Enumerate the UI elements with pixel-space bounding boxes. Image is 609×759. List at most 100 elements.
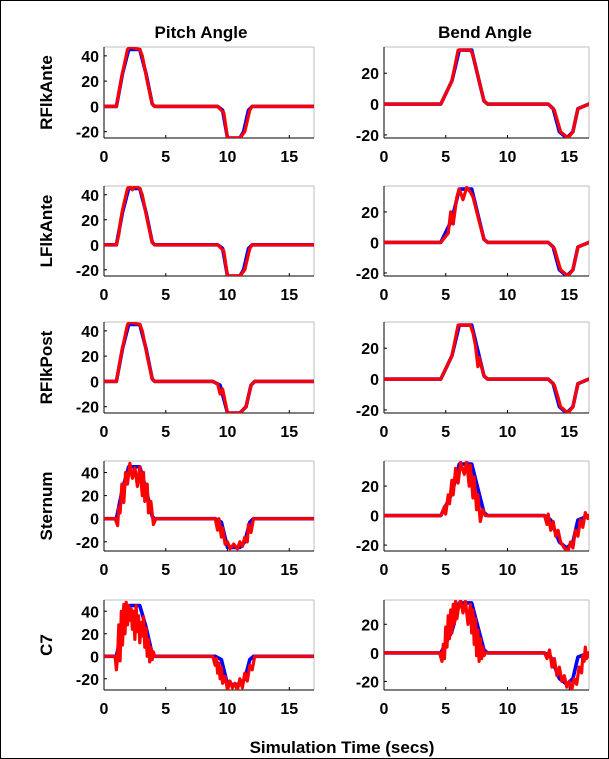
y-tick-label: 20 bbox=[361, 479, 379, 496]
y-tick-label: -20 bbox=[76, 400, 99, 417]
series-line-red bbox=[104, 47, 314, 138]
x-tick-label: 0 bbox=[380, 701, 389, 718]
x-tick-label: 5 bbox=[161, 287, 170, 304]
x-tick-label: 15 bbox=[280, 287, 298, 304]
x-tick-label: 5 bbox=[161, 562, 170, 579]
x-tick-label: 10 bbox=[219, 149, 237, 166]
x-tick-label: 10 bbox=[219, 287, 237, 304]
x-tick-label: 0 bbox=[380, 149, 389, 166]
y-tick-label: -20 bbox=[356, 403, 379, 420]
x-tick-label: 10 bbox=[499, 562, 517, 579]
y-tick-label: 20 bbox=[361, 66, 379, 83]
x-tick-label: 15 bbox=[280, 149, 298, 166]
x-tick-label: 15 bbox=[560, 287, 578, 304]
x-tick-label: 0 bbox=[100, 287, 109, 304]
series-group bbox=[384, 461, 589, 551]
x-tick-label: 5 bbox=[441, 149, 450, 166]
row-label-sternum: Sternum bbox=[37, 472, 56, 541]
y-tick-label: 40 bbox=[81, 604, 99, 621]
y-tick-label: -20 bbox=[356, 128, 379, 145]
x-tick-label: 5 bbox=[441, 701, 450, 718]
x-tick-label: 10 bbox=[499, 287, 517, 304]
x-tick-label: 15 bbox=[280, 562, 298, 579]
y-tick-label: 0 bbox=[90, 649, 99, 666]
x-tick-label: 5 bbox=[161, 701, 170, 718]
x-tick-label: 5 bbox=[441, 424, 450, 441]
y-tick-label: -20 bbox=[76, 535, 99, 552]
series-line-blue bbox=[104, 322, 314, 413]
x-axis-label: Simulation Time (secs) bbox=[250, 738, 435, 757]
x-tick-label: 0 bbox=[380, 424, 389, 441]
x-tick-label: 0 bbox=[100, 149, 109, 166]
y-tick-label: 20 bbox=[81, 489, 99, 506]
x-tick-label: 0 bbox=[100, 701, 109, 718]
y-tick-label: 0 bbox=[90, 99, 99, 116]
x-tick-label: 0 bbox=[100, 424, 109, 441]
series-group bbox=[104, 186, 314, 276]
y-tick-label: 0 bbox=[370, 509, 379, 526]
y-tick-label: 0 bbox=[90, 374, 99, 391]
series-line-red bbox=[384, 461, 589, 551]
row-label-c7: C7 bbox=[37, 634, 56, 656]
x-tick-label: 0 bbox=[380, 562, 389, 579]
y-tick-label: 20 bbox=[361, 205, 379, 222]
y-tick-label: 0 bbox=[90, 238, 99, 255]
y-tick-label: 0 bbox=[370, 646, 379, 663]
y-tick-label: -20 bbox=[356, 674, 379, 691]
x-tick-label: 5 bbox=[161, 149, 170, 166]
series-line-blue bbox=[104, 186, 314, 276]
x-tick-label: 15 bbox=[280, 424, 298, 441]
x-tick-label: 0 bbox=[100, 562, 109, 579]
x-tick-label: 15 bbox=[560, 424, 578, 441]
x-tick-label: 15 bbox=[560, 701, 578, 718]
series-line-red bbox=[384, 186, 589, 276]
x-tick-label: 10 bbox=[499, 701, 517, 718]
series-group bbox=[104, 322, 314, 413]
series-group bbox=[384, 323, 589, 413]
series-group bbox=[384, 600, 589, 690]
y-tick-label: 40 bbox=[81, 466, 99, 483]
series-line-red bbox=[104, 322, 314, 413]
y-tick-label: 40 bbox=[81, 49, 99, 66]
series-group bbox=[104, 600, 314, 690]
series-line-red bbox=[384, 48, 589, 138]
y-tick-label: 0 bbox=[370, 97, 379, 114]
series-line-red bbox=[104, 600, 314, 690]
x-tick-label: 10 bbox=[499, 424, 517, 441]
x-tick-label: 10 bbox=[219, 424, 237, 441]
row-label-rflkante: RFlkAnte bbox=[37, 55, 56, 130]
x-tick-label: 15 bbox=[560, 562, 578, 579]
y-tick-label: -20 bbox=[356, 266, 379, 283]
x-tick-label: 15 bbox=[280, 701, 298, 718]
y-tick-label: -20 bbox=[76, 263, 99, 280]
series-group bbox=[384, 48, 589, 138]
x-tick-label: 10 bbox=[219, 562, 237, 579]
y-tick-label: 20 bbox=[81, 349, 99, 366]
series-line-blue bbox=[104, 47, 314, 138]
series-group bbox=[384, 186, 589, 276]
y-tick-label: 0 bbox=[370, 235, 379, 252]
y-tick-label: -20 bbox=[356, 538, 379, 555]
y-tick-label: 40 bbox=[81, 188, 99, 205]
row-label-rflkpost: RFlkPost bbox=[37, 330, 56, 404]
x-tick-label: 5 bbox=[161, 424, 170, 441]
x-tick-label: 0 bbox=[380, 287, 389, 304]
y-tick-label: -20 bbox=[76, 125, 99, 142]
y-tick-label: -20 bbox=[76, 672, 99, 689]
series-line-red bbox=[104, 461, 314, 551]
series-group bbox=[104, 47, 314, 138]
x-tick-label: 10 bbox=[499, 149, 517, 166]
series-line-red bbox=[104, 186, 314, 276]
y-tick-label: 20 bbox=[81, 213, 99, 230]
series-line-red bbox=[384, 600, 589, 690]
